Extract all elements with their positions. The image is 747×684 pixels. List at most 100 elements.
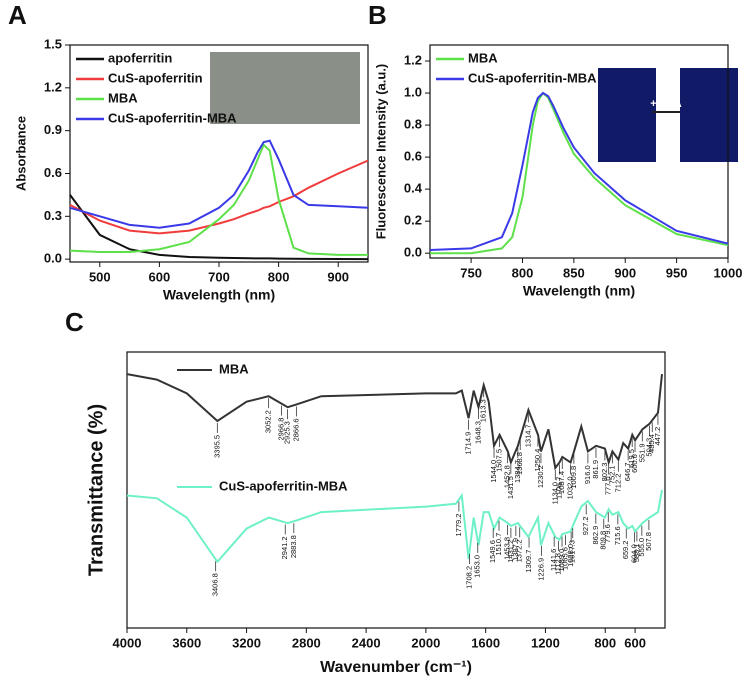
x-tick-label: 850: [563, 265, 585, 280]
x-tick-label: 900: [614, 265, 636, 280]
panel-label: C: [65, 307, 84, 337]
peak-label: 1708.2: [464, 566, 473, 589]
panel-label: A: [8, 0, 27, 30]
x-tick-label: 4000: [113, 635, 142, 650]
peak-label: 3052.2: [264, 410, 273, 433]
peak-label: 1613.3: [479, 399, 488, 422]
peak-label: 1510.7: [494, 533, 503, 556]
peak-label: 1507.5: [494, 449, 503, 472]
peak-label: 555.0: [637, 538, 646, 557]
peak-label: 1309.7: [524, 550, 533, 573]
x-tick-label: 800: [268, 269, 290, 284]
peak-label: 1431.5: [506, 476, 515, 499]
peak-label: 2966.8: [276, 418, 285, 441]
peak-label: 1032.0: [566, 476, 575, 499]
peak-label: 447.2: [653, 427, 662, 446]
x-tick-label: 800: [594, 635, 616, 650]
legend-label: CuS-apoferritin: [108, 70, 203, 85]
y-tick-label: 1.0: [404, 84, 422, 99]
peak-label: 1009.8: [569, 466, 578, 489]
peak-label: 1134.0: [550, 482, 559, 504]
peak-label: 715.6: [613, 526, 622, 545]
peak-label: 752.1: [607, 465, 616, 484]
peak-label: 712.2: [613, 474, 622, 493]
peak-label: 485.4: [647, 434, 656, 453]
legend-label: CuS-apoferritin-MBA: [219, 478, 348, 493]
series-line: [126, 373, 663, 471]
x-axis-label: Wavenumber (cm⁻¹): [320, 659, 472, 676]
y-tick-label: 0.3: [44, 208, 62, 223]
peak-label: 916.0: [583, 465, 592, 484]
peak-label: 3395.5: [212, 435, 221, 458]
series-line: [69, 194, 369, 261]
y-tick-label: 1.2: [404, 52, 422, 67]
peak-label: 1112.8: [553, 553, 562, 575]
peak-label: 1384.7: [513, 460, 522, 483]
x-axis-label: Wavelength (nm): [163, 287, 275, 303]
peak-label: 507.8: [644, 532, 653, 551]
annotation: +MBA: [650, 98, 682, 110]
x-tick-label: 2000: [411, 635, 440, 650]
legend-label: CuS-apoferritin-MBA: [468, 70, 597, 85]
peak-label: 1452.8: [503, 465, 512, 488]
y-tick-label: 0.6: [44, 165, 62, 180]
x-tick-label: 3200: [232, 635, 261, 650]
peak-label: 1028.0: [566, 544, 575, 567]
peak-label: 1453.8: [502, 537, 511, 560]
peak-label: 646.7: [623, 462, 632, 481]
peak-label: 3406.8: [211, 573, 220, 596]
x-tick-label: 800: [512, 265, 534, 280]
series-line: [69, 143, 368, 256]
peak-label: 802.3: [600, 463, 609, 482]
peak-label: 1250.4: [533, 449, 542, 472]
plot-frame: [429, 44, 729, 259]
peak-label: 2941.2: [280, 536, 289, 559]
peak-label: 588.1: [632, 543, 641, 562]
peak-label: 2925.3: [283, 421, 292, 444]
peak-label: 1017.3: [568, 540, 577, 563]
peak-label: 1087.4: [557, 471, 566, 494]
y-tick-label: 0.9: [44, 122, 62, 137]
peak-label: 1314.7: [523, 424, 532, 447]
y-tick-label: 0.6: [404, 149, 422, 164]
x-tick-label: 2400: [352, 635, 381, 650]
series-line: [69, 139, 369, 229]
legend-label: MBA: [219, 361, 249, 376]
y-tick-label: 0.2: [404, 213, 422, 228]
y-axis-label: Transmittance (%): [85, 404, 107, 576]
peak-label: 1065.6: [561, 547, 570, 570]
peak-label: 1648.3: [473, 421, 482, 444]
x-tick-label: 3600: [172, 635, 201, 650]
peak-label: 1544.0: [489, 460, 498, 483]
x-tick-label: 1600: [471, 635, 500, 650]
peak-label: 1431.2: [506, 540, 515, 563]
inset-photo: [598, 68, 656, 162]
series-line: [69, 159, 369, 235]
y-axis-label: Fluorescence Intensity (a.u.): [373, 64, 388, 240]
x-tick-label: 600: [149, 269, 171, 284]
legend-label: MBA: [108, 90, 138, 105]
peak-label: 779.6: [603, 524, 612, 543]
y-tick-label: 0.0: [404, 245, 422, 260]
x-tick-label: 700: [208, 269, 230, 284]
peak-label: 1397.9: [511, 538, 520, 561]
peak-label: 600.6: [630, 454, 639, 473]
peak-label: 1368.8: [515, 452, 524, 475]
y-tick-label: 0.4: [404, 181, 423, 196]
peak-label: 1653.0: [473, 555, 482, 578]
x-tick-label: 1000: [714, 265, 743, 280]
inset-photo: [680, 68, 738, 162]
peak-label: 1089.0: [557, 549, 566, 572]
peak-label: 861.9: [591, 460, 600, 479]
peak-label: 1549.6: [488, 540, 497, 563]
y-axis-label: Absorbance: [13, 116, 28, 191]
legend-label: CuS-apoferritin-MBA: [108, 110, 237, 125]
x-tick-label: 600: [624, 635, 646, 650]
y-tick-label: 1.2: [44, 79, 62, 94]
peak-label: 1230.2: [536, 465, 545, 488]
x-tick-label: 1200: [531, 635, 560, 650]
x-tick-label: 750: [460, 265, 482, 280]
y-tick-label: 0.8: [404, 117, 422, 132]
panel-label: B: [368, 0, 387, 30]
